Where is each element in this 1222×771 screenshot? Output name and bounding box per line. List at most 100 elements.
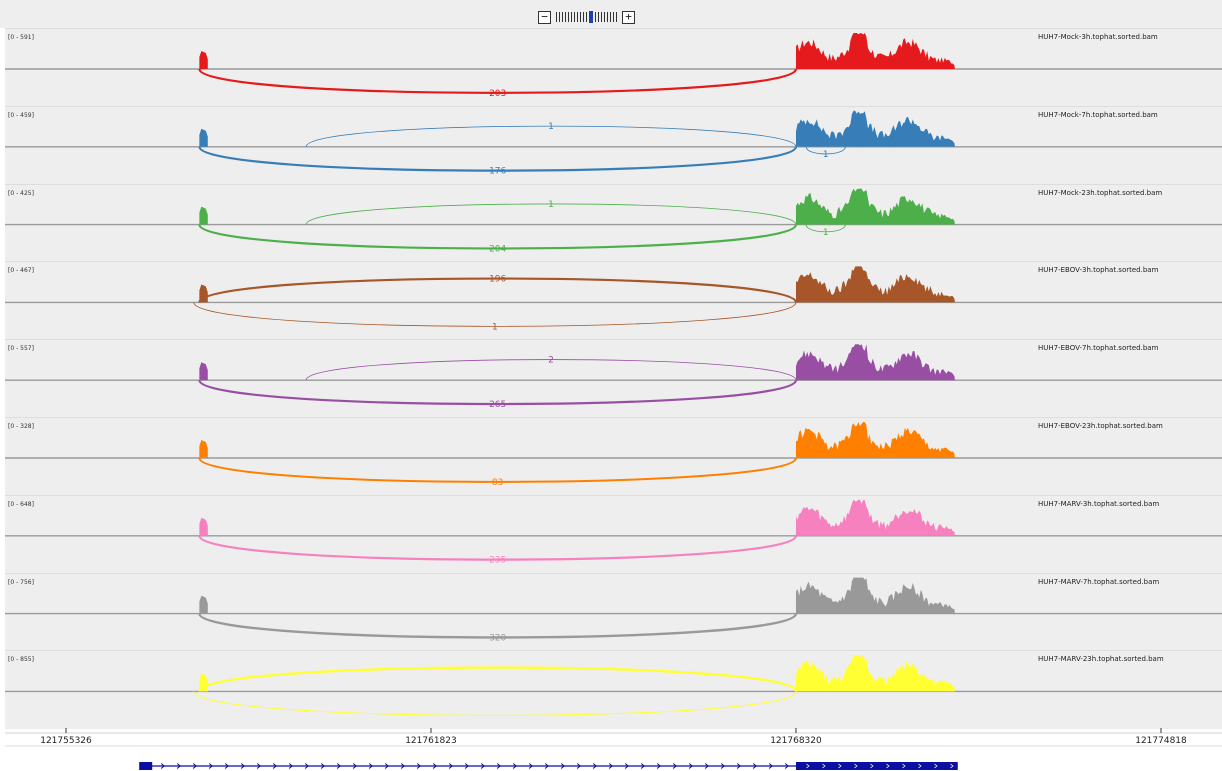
junction-arc xyxy=(198,224,798,250)
gene-exon2 xyxy=(795,762,958,770)
toolbar: − + xyxy=(0,0,1222,28)
zoom-tick[interactable] xyxy=(577,12,578,22)
coverage-exon2 xyxy=(795,110,955,147)
junction-count-label: 320 xyxy=(489,633,506,643)
zoom-tick[interactable] xyxy=(595,12,596,22)
strand-arrow xyxy=(480,763,485,769)
track-data-range: [0 - 756] xyxy=(8,578,34,586)
track-name: HUH7-Mock-23h.tophat.sorted.bam xyxy=(1038,188,1163,197)
strand-arrow xyxy=(736,763,741,769)
coverage-exon2 xyxy=(795,344,955,381)
strand-arrow xyxy=(950,763,954,769)
zoom-tick[interactable] xyxy=(601,12,602,22)
zoom-out-button[interactable]: − xyxy=(538,10,551,24)
zoom-tick[interactable] xyxy=(610,12,611,22)
strand-arrow xyxy=(838,763,842,769)
strand-arrow xyxy=(934,763,938,769)
coverage-exon2 xyxy=(795,266,955,303)
track[interactable]: [0 - 648] HUH7-MARV-3h.tophat.sorted.bam xyxy=(5,494,1222,574)
junction-arc xyxy=(198,666,798,693)
junction-count-label: 176 xyxy=(489,167,506,177)
junction-count-label: 2 xyxy=(814,525,820,535)
zoom-tick[interactable] xyxy=(580,12,581,22)
strand-arrow xyxy=(822,763,826,769)
junction-count-label: 265 xyxy=(489,400,506,410)
zoom-tick[interactable] xyxy=(562,12,563,22)
track-name: HUH7-EBOV-7h.tophat.sorted.bam xyxy=(1038,344,1159,353)
track-data-range: [0 - 328] xyxy=(8,423,34,430)
coverage-exon1 xyxy=(199,206,208,225)
strand-arrow xyxy=(784,763,789,769)
track-name: HUH7-Mock-7h.tophat.sorted.bam xyxy=(1038,110,1158,119)
strand-arrow xyxy=(432,763,437,769)
zoom-tick[interactable] xyxy=(583,12,584,22)
ruler-tick-label: 121755326 xyxy=(40,736,92,746)
junction-arc xyxy=(198,68,798,94)
zoom-tick[interactable] xyxy=(568,12,569,22)
track[interactable]: [0 - 855] HUH7-MARV-23h.tophat.sorted.bam xyxy=(5,650,1222,730)
strand-arrow xyxy=(224,763,229,769)
zoom-tick[interactable] xyxy=(613,12,614,22)
coverage-exon1 xyxy=(199,128,208,147)
track[interactable]: [0 - 328] HUH7-EBOV-23h.tophat.sorted.bam xyxy=(5,417,1222,496)
coverage-exon1 xyxy=(199,51,208,69)
strand-arrow xyxy=(208,763,213,769)
track-name: HUH7-MARV-7h.tophat.sorted.bam xyxy=(1038,577,1160,586)
track-name: HUH7-EBOV-23h.tophat.sorted.bam xyxy=(1038,422,1163,430)
strand-arrow xyxy=(560,763,565,769)
zoom-tick[interactable] xyxy=(574,12,575,22)
junction-arc xyxy=(193,302,797,327)
zoom-tick[interactable] xyxy=(598,12,599,22)
strand-arrow xyxy=(416,763,421,769)
zoom-tick-selected[interactable] xyxy=(589,11,593,23)
strand-arrow xyxy=(720,763,725,769)
junction-count-label: 203 xyxy=(489,89,506,99)
coverage-exon1 xyxy=(199,517,208,536)
track[interactable]: [0 - 591] HUH7-Mock-3h.tophat.sorted.bam xyxy=(5,28,1222,107)
junction-arc xyxy=(198,535,798,561)
strand-arrow xyxy=(400,763,405,769)
zoom-tick[interactable] xyxy=(571,12,572,22)
junction-count-label: 83 xyxy=(492,478,503,488)
strand-arrow xyxy=(288,763,293,769)
coverage-exon2 xyxy=(795,33,955,69)
track[interactable]: [0 - 756] HUH7-MARV-7h.tophat.sorted.bam xyxy=(5,572,1222,652)
zoom-tick[interactable] xyxy=(559,12,560,22)
strand-arrow xyxy=(918,763,922,769)
zoom-tick[interactable] xyxy=(556,12,557,22)
strand-arrow xyxy=(256,763,261,769)
strand-arrow xyxy=(688,763,693,769)
strand-arrow xyxy=(176,763,181,769)
track-data-range: [0 - 591] xyxy=(8,34,34,41)
zoom-tick[interactable] xyxy=(604,12,605,22)
track-data-range: [0 - 467] xyxy=(8,267,34,275)
track-data-range: [0 - 425] xyxy=(8,189,34,197)
ruler-tick-label: 121774818 xyxy=(1135,736,1187,746)
strand-arrow xyxy=(336,763,341,769)
strand-arrow xyxy=(304,763,309,769)
junction-arc xyxy=(805,528,829,536)
zoom-tick[interactable] xyxy=(607,12,608,22)
track-data-range: [0 - 648] xyxy=(8,500,34,508)
strand-arrow xyxy=(752,763,757,769)
track[interactable]: [0 - 425] HUH7-Mock-23h.tophat.sorted.bam xyxy=(5,183,1222,263)
zoom-in-button[interactable]: + xyxy=(622,10,635,24)
track[interactable]: [0 - 557] HUH7-EBOV-7h.tophat.sorted.bam xyxy=(5,339,1222,419)
strand-arrow xyxy=(768,763,773,769)
strand-arrow xyxy=(592,763,597,769)
track[interactable]: [0 - 459] HUH7-Mock-7h.tophat.sorted.bam xyxy=(5,105,1222,185)
zoom-level-ticks[interactable] xyxy=(556,11,617,23)
junction-arc xyxy=(193,691,797,716)
junction-arc xyxy=(305,125,797,147)
track[interactable]: [0 - 467] HUH7-EBOV-3h.tophat.sorted.bam xyxy=(5,261,1222,341)
zoom-tick[interactable] xyxy=(586,12,587,22)
strand-arrow xyxy=(496,763,501,769)
junction-arc xyxy=(305,359,797,381)
coverage-exon1 xyxy=(199,595,208,614)
track-data-range: [0 - 557] xyxy=(8,345,34,353)
zoom-tick[interactable] xyxy=(565,12,566,22)
junction-count-label: 1 xyxy=(823,150,829,160)
zoom-tick[interactable] xyxy=(616,12,617,22)
